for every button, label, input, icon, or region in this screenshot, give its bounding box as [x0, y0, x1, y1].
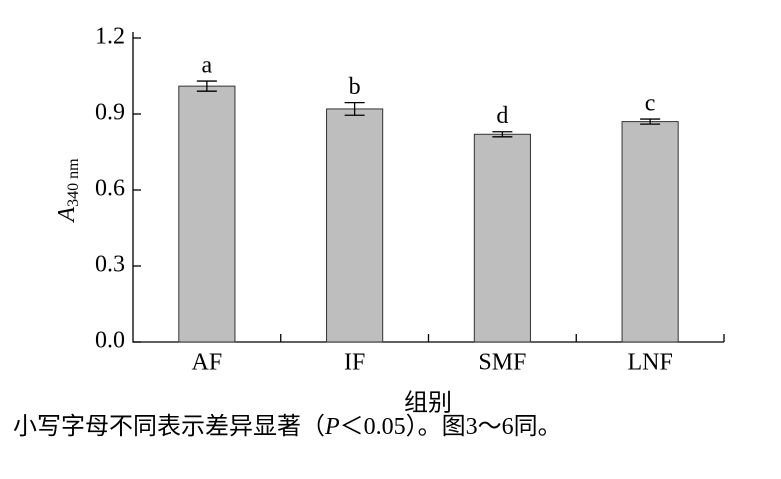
significance-letter: a	[202, 53, 213, 79]
error-bar	[492, 131, 513, 138]
x-axis-label: 组别	[404, 390, 452, 417]
bar	[621, 121, 679, 343]
significance-letter: c	[645, 91, 656, 117]
bar	[178, 85, 236, 343]
significance-letter: d	[496, 103, 508, 129]
y-tick-label: 0.0	[95, 328, 125, 354]
error-bar	[640, 118, 661, 125]
significance-letter: b	[349, 74, 361, 100]
y-tick-label: 0.9	[95, 100, 125, 126]
bar	[326, 108, 384, 343]
y-tick-label: 1.2	[95, 24, 125, 50]
x-tick-label: SMF	[478, 350, 526, 376]
y-axis-label: A340 nm	[54, 158, 82, 224]
x-tick-label: AF	[192, 350, 223, 376]
caption-text: 小写字母不同表示差异显著（	[13, 413, 325, 440]
y-label-main: A	[54, 207, 80, 224]
caption-italic: P	[324, 414, 340, 440]
caption-text: ＜0.05）。图3～6同。	[340, 414, 562, 440]
y-label-sub: 340 nm	[65, 158, 82, 207]
y-tick-label: 0.6	[95, 176, 125, 202]
x-tick-label: IF	[344, 350, 365, 376]
caption: 小写字母不同表示差异显著（P＜0.05）。图3～6同。	[13, 413, 562, 440]
error-bar	[344, 101, 365, 116]
y-tick-label: 0.3	[95, 252, 125, 278]
bar	[473, 133, 531, 343]
x-tick-label: LNF	[627, 350, 672, 376]
error-bar	[196, 80, 217, 92]
